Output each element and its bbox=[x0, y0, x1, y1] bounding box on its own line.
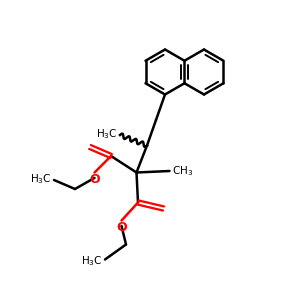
Text: H$_3$C: H$_3$C bbox=[81, 254, 103, 268]
Text: CH$_3$: CH$_3$ bbox=[172, 164, 193, 178]
Text: H$_3$C: H$_3$C bbox=[96, 128, 118, 141]
Text: O: O bbox=[116, 221, 127, 234]
Text: O: O bbox=[89, 173, 100, 186]
Text: H$_3$C: H$_3$C bbox=[30, 172, 52, 186]
